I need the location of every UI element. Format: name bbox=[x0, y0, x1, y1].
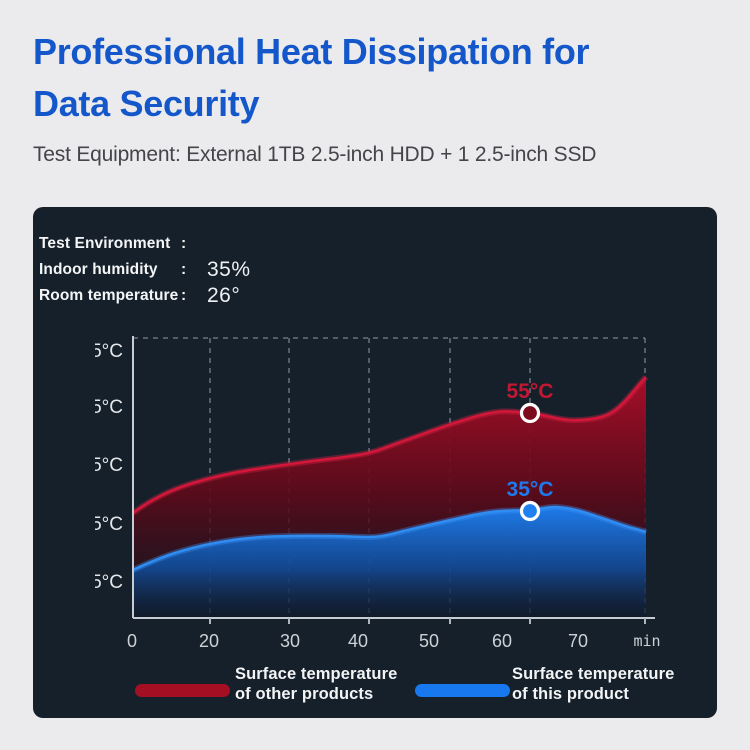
env-row3-label: Room temperature bbox=[39, 287, 179, 304]
env-row3-colon: : bbox=[181, 287, 187, 304]
x-tick-60: 60 bbox=[492, 631, 512, 651]
y-tick-45: 45°C bbox=[95, 455, 123, 476]
legend-this-line2: of this product bbox=[512, 685, 629, 703]
y-tick-55: 55°C bbox=[95, 397, 123, 418]
x-axis-unit: min bbox=[633, 632, 660, 650]
x-tick-20: 20 bbox=[199, 631, 219, 651]
env-row2-colon: : bbox=[181, 261, 187, 278]
series-this-product bbox=[131, 503, 647, 618]
marker-other-55c bbox=[519, 402, 541, 424]
chart-panel: Test Environment : Indoor humidity : 35%… bbox=[33, 207, 717, 718]
x-tick-40: 40 bbox=[348, 631, 368, 651]
x-tick-70: 70 bbox=[568, 631, 588, 651]
test-environment-block: Test Environment : Indoor humidity : 35%… bbox=[39, 231, 251, 309]
x-axis-ticks bbox=[209, 618, 646, 624]
x-tick-50: 50 bbox=[419, 631, 439, 651]
series-this-area bbox=[133, 506, 646, 618]
legend-swatch-other-products bbox=[135, 684, 230, 697]
x-tick-0: 0 bbox=[127, 631, 137, 651]
x-tick-30: 30 bbox=[280, 631, 300, 651]
legend-this-line1: Surface temperature bbox=[512, 665, 675, 683]
page-subtitle: Test Equipment: External 1TB 2.5-inch HD… bbox=[33, 143, 597, 166]
env-row3-value: 26° bbox=[207, 284, 241, 307]
y-tick-65: 65°C bbox=[95, 341, 123, 362]
env-row1-label: Test Environment bbox=[39, 235, 171, 252]
page-title-line1: Professional Heat Dissipation for bbox=[33, 31, 590, 72]
legend-other-line2: of other products bbox=[235, 685, 374, 703]
page-title-line2: Data Security bbox=[33, 83, 260, 124]
series-this-edge-bright bbox=[132, 505, 647, 572]
env-row1-colon: : bbox=[181, 235, 187, 252]
y-tick-35: 35°C bbox=[95, 514, 123, 535]
legend-swatch-this-product bbox=[415, 684, 510, 697]
legend-other-line1: Surface temperature bbox=[235, 665, 398, 683]
y-tick-25: 25°C bbox=[95, 572, 123, 593]
page-title: Professional Heat Dissipation for Data S… bbox=[33, 26, 733, 130]
x-axis-labels: 0 20 30 40 50 60 70 min bbox=[127, 631, 661, 651]
series-other-edge-bright bbox=[132, 376, 647, 515]
temperature-chart-svg: 55°C 35°C 65°C 55°C 45°C 35°C 25°C 0 20 … bbox=[81, 336, 661, 651]
annotation-label-this: 35°C bbox=[507, 478, 554, 501]
legend-label-other-products: Surface temperature of other products bbox=[235, 664, 397, 704]
legend-label-this-product: Surface temperature of this product bbox=[512, 664, 674, 704]
temperature-chart: 55°C 35°C 65°C 55°C 45°C 35°C 25°C 0 20 … bbox=[81, 330, 715, 660]
marker-this-35c bbox=[519, 500, 541, 522]
y-axis-labels: 65°C 55°C 45°C 35°C 25°C bbox=[81, 341, 123, 593]
env-row2-label: Indoor humidity bbox=[39, 261, 158, 278]
axes bbox=[132, 336, 655, 619]
annotation-label-other: 55°C bbox=[507, 380, 554, 403]
annotation-markers bbox=[519, 402, 541, 522]
env-row2-value: 35% bbox=[207, 258, 251, 281]
